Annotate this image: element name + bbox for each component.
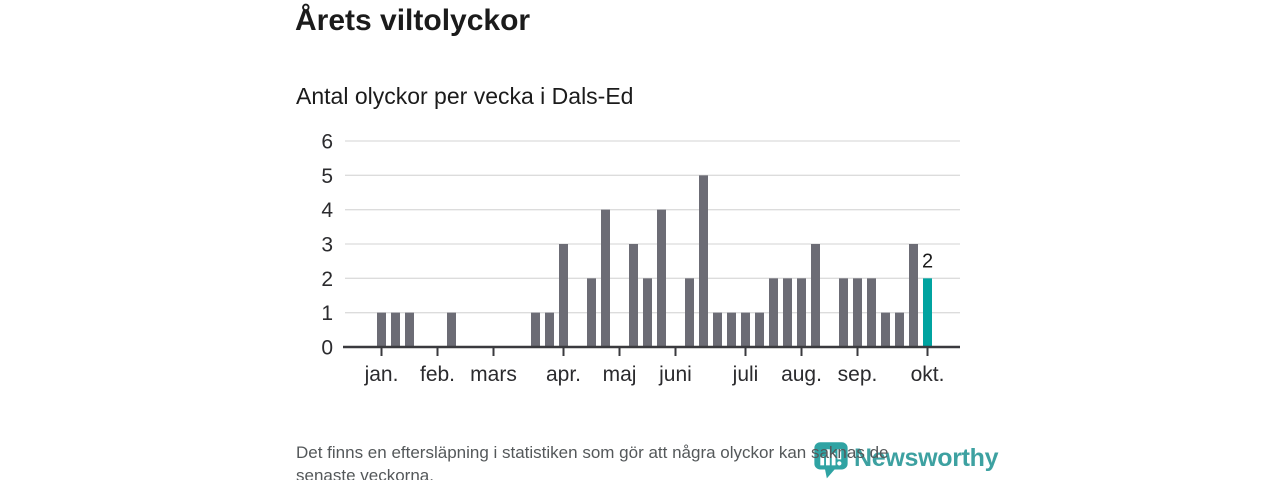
bar — [797, 278, 806, 347]
bar — [685, 278, 694, 347]
bar — [405, 312, 414, 347]
footer-note: Det finns en eftersläpning i statistiken… — [296, 441, 888, 480]
bar — [769, 278, 778, 347]
y-tick-label: 0 — [321, 337, 333, 360]
y-tick-label: 4 — [321, 199, 333, 222]
bar — [447, 312, 456, 347]
logo-exclamation-bar — [837, 449, 842, 460]
bar — [783, 278, 792, 347]
footer-note-line-2: senaste veckorna. — [296, 466, 434, 480]
month-tick-label: jan. — [364, 363, 399, 386]
bar — [629, 244, 638, 347]
footer-note-line-1: Det finns en eftersläpning i statistiken… — [296, 443, 889, 462]
month-tick-label: apr. — [546, 363, 581, 386]
y-tick-label: 5 — [321, 165, 333, 188]
month-tick-label: okt. — [911, 363, 945, 386]
bar — [713, 312, 722, 347]
bar — [601, 209, 610, 347]
bar — [811, 244, 820, 347]
bar — [559, 244, 568, 347]
logo-bar-2 — [826, 449, 830, 466]
bar-highlighted — [923, 278, 932, 347]
bar — [531, 312, 540, 347]
bar — [755, 312, 764, 347]
newsworthy-bubble-barchart-icon — [814, 442, 848, 479]
logo-bar-3 — [831, 452, 836, 466]
page-title: Årets viltolyckor — [295, 4, 531, 37]
bar — [377, 312, 386, 347]
month-tick-label: feb. — [420, 363, 455, 386]
bar — [391, 312, 400, 347]
bar — [909, 244, 918, 347]
month-tick-label: juli — [732, 363, 759, 386]
bar — [545, 312, 554, 347]
y-tick-label: 2 — [321, 268, 333, 291]
newsworthy-logo-text: Newsworthy — [854, 444, 999, 472]
bar — [895, 312, 904, 347]
month-tick-label: aug. — [781, 363, 822, 386]
chart-subtitle: Antal olyckor per vecka i Dals-Ed — [296, 83, 634, 109]
month-tick-label: mars — [470, 363, 517, 386]
y-tick-label: 3 — [321, 234, 333, 257]
last-bar-value-label: 2 — [922, 250, 933, 272]
bar — [867, 278, 876, 347]
logo-bar-1 — [820, 456, 825, 466]
bar — [727, 312, 736, 347]
bar — [741, 312, 750, 347]
accidents-bar-chart: 0 1 2 3 4 5 6 jan. feb. mars apr. maj juni juli aug. se… — [321, 131, 960, 386]
bar — [587, 278, 596, 347]
bar — [839, 278, 848, 347]
newsworthy-logo: Newsworthy — [813, 441, 999, 479]
logo-exclamation-dot — [837, 461, 842, 466]
bar — [643, 278, 652, 347]
bar — [881, 312, 890, 347]
month-tick-label: juni — [658, 363, 692, 386]
y-tick-label: 1 — [321, 302, 333, 325]
month-tick-label: sep. — [838, 363, 878, 386]
month-tick-label: maj — [603, 363, 637, 386]
bar — [657, 209, 666, 347]
bar — [853, 278, 862, 347]
bar — [699, 175, 708, 347]
y-tick-label: 6 — [321, 131, 333, 154]
